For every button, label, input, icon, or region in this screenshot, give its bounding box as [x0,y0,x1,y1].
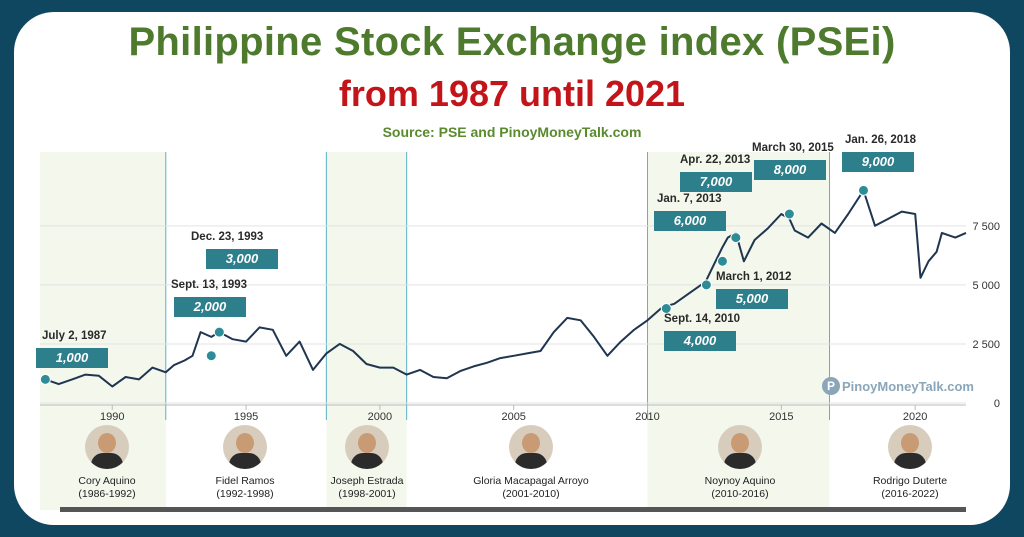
milestone-marker [783,208,795,220]
milestone-value-label: 2,000 [174,297,246,317]
milestone-value-label: 8,000 [754,160,826,180]
milestone-date-label: March 1, 2012 [716,271,792,283]
x-tick-label: 2005 [501,411,525,423]
president-avatar [345,425,389,469]
president-portrait-caption: Noynoy Aquino (2010-2016) [680,425,800,501]
chart-title: Philippine Stock Exchange index (PSEi) [128,20,896,64]
y-tick-label: 0 [994,398,1000,410]
president-portrait-caption: Rodrigo Duterte (2016-2022) [855,425,965,501]
milestone-marker [213,326,225,338]
milestone-marker [39,373,51,385]
avatar-body [894,453,926,469]
milestone-value-label: 5,000 [716,289,788,309]
milestone-value-label: 4,000 [664,331,736,351]
president-avatar [509,425,553,469]
president-avatar [888,425,932,469]
president-name: Cory Aquino [78,475,136,487]
milestone-date-label: Sept. 14, 2010 [664,313,741,325]
president-term: (1992-1998) [216,488,274,500]
president-portrait-caption: Fidel Ramos (1992-1998) [190,425,300,501]
milestone-marker [205,350,217,362]
milestone-marker [660,303,672,314]
y-tick-label: 5 000 [972,280,1000,292]
avatar-face [901,433,919,453]
president-name: Joseph Estrada [330,475,404,487]
president-term: (1998-2001) [338,488,396,500]
y-tick-label: 2 500 [972,339,1000,351]
avatar-body [515,453,547,469]
watermark-logo-icon: P [822,377,840,395]
avatar-face [236,433,254,453]
president-name: Noynoy Aquino [704,475,776,487]
milestone-date-label: Jan. 7, 2013 [657,193,722,205]
milestone-marker [716,255,728,267]
watermark-text: PinoyMoneyTalk.com [842,378,974,394]
avatar-face [98,433,116,453]
avatar-face [522,433,540,453]
president-portrait-caption: Cory Aquino (1986-1992) [52,425,162,501]
president-term: (1986-1992) [78,488,136,500]
milestone-date-label: March 30, 2015 [752,142,834,154]
president-term: (2010-2016) [711,488,769,500]
milestone-date-label: July 2, 1987 [42,330,107,342]
president-avatar [85,425,129,469]
avatar-body [724,453,756,469]
president-portrait-caption: Joseph Estrada (1998-2001) [317,425,417,501]
x-tick-label: 2015 [769,411,793,423]
psei-series-line [45,189,967,388]
milestone-marker [857,184,869,196]
milestone-marker [700,279,712,291]
avatar-body [229,453,261,469]
x-tick-label: 1990 [100,411,124,423]
milestone-value-label: 6,000 [654,211,726,231]
milestone-value-label: 7,000 [680,172,752,192]
milestone-marker [730,232,742,244]
watermark: P PinoyMoneyTalk.com [822,377,974,395]
avatar-face [358,433,376,453]
president-name: Gloria Macapagal Arroyo [473,475,589,487]
president-term: (2001-2010) [502,488,560,500]
president-term: (2016-2022) [881,488,939,500]
president-name: Rodrigo Duterte [872,475,948,487]
avatar-body [351,453,383,469]
president-avatar [223,425,267,469]
milestone-date-label: Apr. 22, 2013 [680,154,751,166]
president-name: Fidel Ramos [215,475,275,487]
avatar-face [731,433,749,453]
x-tick-label: 2010 [635,411,659,423]
milestone-value-label: 3,000 [206,249,278,269]
milestone-date-label: Sept. 13, 1993 [171,279,248,291]
chart-subtitle: from 1987 until 2021 [338,73,686,114]
milestone-value-label: 1,000 [36,348,108,368]
x-tick-label: 1995 [234,411,258,423]
avatar-body [91,453,123,469]
milestone-date-label: Jan. 26, 2018 [845,134,916,146]
x-tick-label: 2020 [903,411,927,423]
y-tick-label: 7 500 [972,221,1000,233]
x-tick-label: 2000 [368,411,392,423]
milestone-date-label: Dec. 23, 1993 [191,231,264,243]
president-avatar [718,425,762,469]
chart-source: Source: PSE and PinoyMoneyTalk.com [382,124,642,140]
milestone-value-label: 9,000 [842,152,914,172]
president-portrait-caption: Gloria Macapagal Arroyo (2001-2010) [446,425,616,501]
bottom-divider [60,507,966,512]
